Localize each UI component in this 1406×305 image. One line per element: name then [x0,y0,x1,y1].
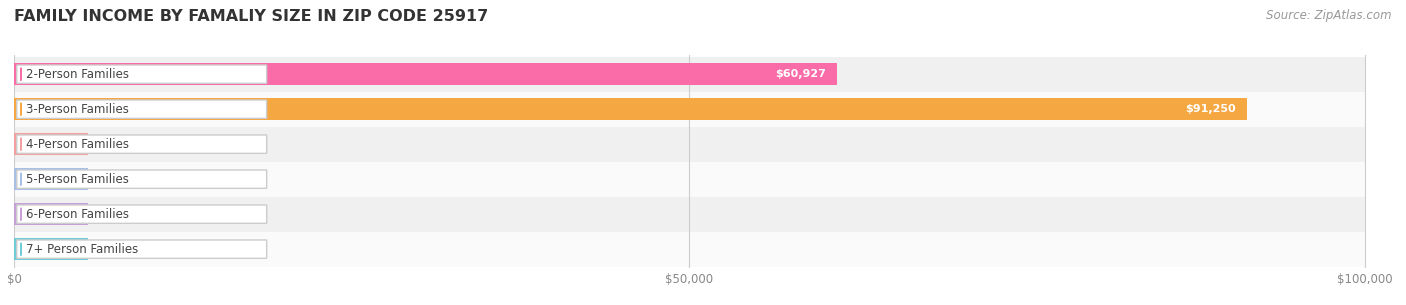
FancyBboxPatch shape [17,170,267,188]
Text: $0: $0 [97,209,111,219]
FancyBboxPatch shape [17,205,267,223]
Bar [14,238,89,260]
Bar [14,63,837,85]
Text: $60,927: $60,927 [776,69,827,79]
Text: $0: $0 [97,244,111,254]
Bar [14,92,1365,127]
Text: 4-Person Families: 4-Person Families [27,138,129,151]
Bar [14,203,89,225]
Text: 6-Person Families: 6-Person Families [27,208,129,221]
Bar [14,168,89,190]
Bar [14,127,1365,162]
Bar [14,98,1247,120]
Bar [14,232,1365,267]
Text: 7+ Person Families: 7+ Person Families [27,243,138,256]
Text: $0: $0 [97,174,111,184]
FancyBboxPatch shape [17,65,267,83]
Text: $0: $0 [97,139,111,149]
Text: FAMILY INCOME BY FAMALIY SIZE IN ZIP CODE 25917: FAMILY INCOME BY FAMALIY SIZE IN ZIP COD… [14,9,488,24]
FancyBboxPatch shape [17,240,267,258]
Text: 3-Person Families: 3-Person Families [27,103,129,116]
FancyBboxPatch shape [17,135,267,153]
FancyBboxPatch shape [17,100,267,118]
Text: $91,250: $91,250 [1185,104,1236,114]
Text: 5-Person Families: 5-Person Families [27,173,129,186]
Bar [14,197,1365,232]
Bar [14,162,1365,197]
Bar [14,133,89,155]
Bar [14,57,1365,92]
Text: Source: ZipAtlas.com: Source: ZipAtlas.com [1267,9,1392,22]
Text: 2-Person Families: 2-Person Families [27,68,129,81]
